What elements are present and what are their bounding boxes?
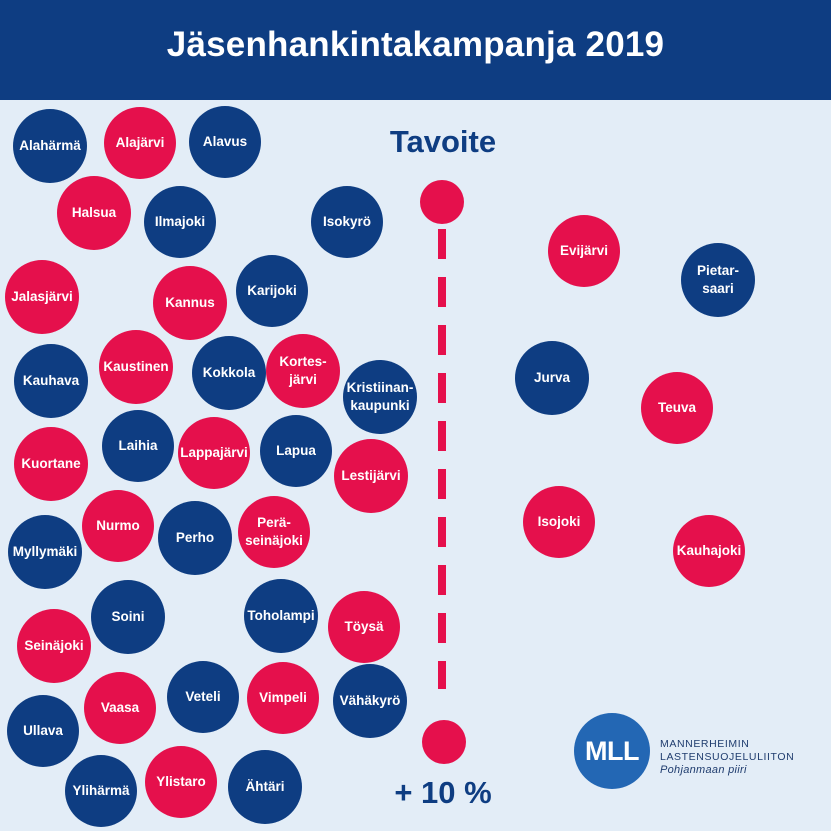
municipality-bubble: Perho (158, 501, 232, 575)
municipality-bubble: Toholampi (244, 579, 318, 653)
goal-title: Tavoite (389, 124, 497, 159)
org-line-1: MANNERHEIMIN (660, 738, 750, 750)
municipality-bubble: Kauhava (14, 344, 88, 418)
municipality-bubble: Ullava (7, 695, 79, 767)
goal-bottom-dot (422, 720, 466, 764)
organization-name: MANNERHEIMIN LASTENSUOJELULIITON Pohjanm… (660, 738, 794, 777)
municipality-bubble: Seinäjoki (17, 609, 91, 683)
municipality-bubble: Evijärvi (548, 215, 620, 287)
municipality-bubble: Jalasjärvi (5, 260, 79, 334)
municipality-bubble: Kaustinen (99, 330, 173, 404)
municipality-bubble: Lapua (260, 415, 332, 487)
municipality-bubble: Kristiinan- kaupunki (343, 360, 417, 434)
municipality-bubble: Kannus (153, 266, 227, 340)
municipality-bubble: Alavus (189, 106, 261, 178)
municipality-bubble: Kortes- järvi (266, 334, 340, 408)
municipality-bubble: Karijoki (236, 255, 308, 327)
municipality-bubble: Isokyrö (311, 186, 383, 258)
municipality-bubble: Lappajärvi (178, 417, 250, 489)
mll-logo: MLL (574, 713, 650, 789)
municipality-bubble: Töysä (328, 591, 400, 663)
municipality-bubble: Ilmajoki (144, 186, 216, 258)
municipality-bubble: Pietar- saari (681, 243, 755, 317)
municipality-bubble: Jurva (515, 341, 589, 415)
municipality-bubble: Laihia (102, 410, 174, 482)
municipality-bubble: Alajärvi (104, 107, 176, 179)
municipality-bubble: Kauhajoki (673, 515, 745, 587)
municipality-bubble: Kuortane (14, 427, 88, 501)
municipality-bubble: Halsua (57, 176, 131, 250)
municipality-bubble: Isojoki (523, 486, 595, 558)
municipality-bubble: Soini (91, 580, 165, 654)
goal-percent: + 10 % (394, 775, 492, 810)
header-banner: Jäsenhankintakampanja 2019 (0, 0, 831, 100)
municipality-bubble: Ylistaro (145, 746, 217, 818)
municipality-bubble: Vähäkyrö (333, 664, 407, 738)
page-title: Jäsenhankintakampanja 2019 (166, 25, 665, 64)
municipality-bubble: Myllymäki (8, 515, 82, 589)
municipality-bubble: Nurmo (82, 490, 154, 562)
municipality-bubble: Ylihärmä (65, 755, 137, 827)
org-line-3: Pohjanmaan piiri (660, 764, 747, 776)
municipality-bubble: Ähtäri (228, 750, 302, 824)
municipality-bubble: Vimpeli (247, 662, 319, 734)
municipality-bubble: Veteli (167, 661, 239, 733)
municipality-bubble: Teuva (641, 372, 713, 444)
goal-top-dot (420, 180, 464, 224)
municipality-bubble: Alahärmä (13, 109, 87, 183)
org-line-2: LASTENSUOJELULIITON (660, 751, 795, 763)
municipality-bubble: Vaasa (84, 672, 156, 744)
goal-dashed-line (438, 229, 446, 689)
municipality-bubble: Kokkola (192, 336, 266, 410)
municipality-bubble: Perä- seinäjoki (238, 496, 310, 568)
municipality-bubble: Lestijärvi (334, 439, 408, 513)
